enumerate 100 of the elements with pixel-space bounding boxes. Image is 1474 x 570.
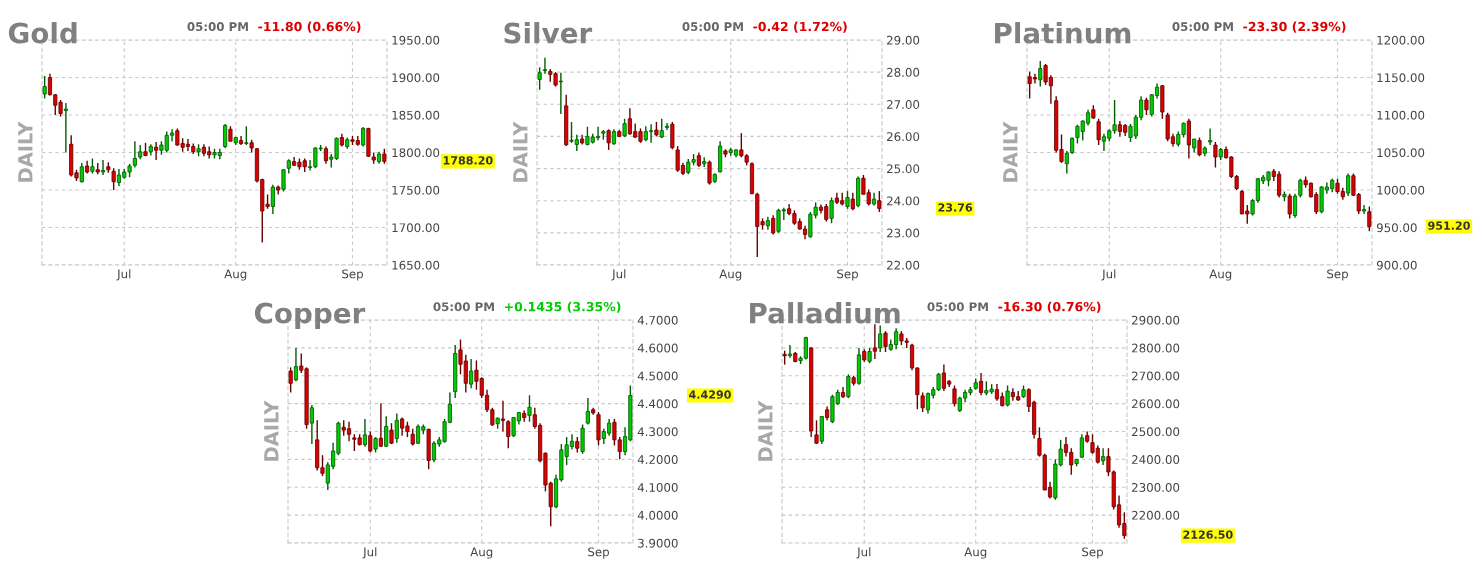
- y-tick-label: 26.00: [887, 132, 920, 142]
- y-tick-label: 1000.00: [1377, 185, 1425, 195]
- candlestick: [378, 402, 383, 448]
- candlestick: [670, 121, 675, 150]
- text: 2126.50: [1183, 530, 1233, 539]
- y-tick-label: 4.7000: [637, 315, 678, 325]
- candlestick: [1367, 205, 1372, 232]
- x-tick-label: Jul: [611, 269, 626, 281]
- y-tick-label: 1800.00: [392, 148, 440, 158]
- y-tick-label: 2300.00: [1132, 482, 1180, 492]
- candlestick: [1096, 118, 1101, 146]
- y-tick-label: 1650.00: [392, 260, 440, 270]
- chart-title: Palladium: [750, 302, 900, 324]
- candlestick: [79, 162, 84, 184]
- y-axis-title: DAILY: [264, 400, 279, 461]
- candlestick: [500, 400, 506, 433]
- y-axis-title: DAILY: [513, 121, 528, 182]
- x-tick-label: Sep: [1082, 547, 1103, 559]
- y-tick-label: 4.4000: [637, 399, 678, 409]
- text: -0.42 (1.72%): [753, 21, 847, 33]
- y-tick-label: 900.00: [1376, 260, 1417, 270]
- y-tick-label: 4.2000: [637, 455, 678, 465]
- y-tick-label: 2600.00: [1132, 399, 1180, 409]
- candlestick: [829, 196, 834, 224]
- x-tick-label: Sep: [342, 269, 363, 281]
- text: 05:00 PM: [187, 22, 248, 32]
- candlestick: [362, 418, 368, 448]
- candlestick: [309, 404, 314, 445]
- y-tick-label: 23.00: [887, 228, 920, 238]
- candlestick: [223, 123, 228, 149]
- candlestick: [1186, 118, 1191, 160]
- y-tick-label: 2900.00: [1132, 315, 1180, 325]
- candlestick: [1208, 127, 1213, 146]
- y-tick-label: 27.00: [887, 100, 920, 109]
- x-tick-label: Sep: [588, 547, 609, 559]
- y-tick-label: 3.9000: [638, 538, 678, 548]
- chart-title: Platinum: [995, 22, 1131, 44]
- y-tick-label: 1950.00: [392, 35, 440, 45]
- candlestick: [606, 128, 611, 151]
- y-tick-label: 2800.00: [1132, 343, 1180, 353]
- text: -16.30 (0.76%): [998, 301, 1101, 313]
- candlestick: [978, 372, 984, 396]
- y-tick-label: 4.6000: [637, 343, 678, 353]
- y-tick-label: 1900.00: [392, 73, 440, 83]
- candlestick: [527, 394, 532, 423]
- y-tick-label: 1700.00: [392, 223, 440, 233]
- candlestick: [1038, 60, 1043, 88]
- text: 05:00 PM: [1172, 22, 1233, 32]
- y-tick-label: 1150.00: [1377, 73, 1425, 83]
- x-tick-label: Aug: [719, 269, 742, 281]
- chart-title: Silver: [504, 22, 593, 44]
- y-tick-label: 4.3000: [637, 427, 678, 437]
- candlestick: [100, 159, 106, 176]
- text: 1788.20: [443, 156, 493, 165]
- text: 951.20: [1428, 221, 1470, 230]
- y-tick-label: 28.00: [887, 67, 920, 77]
- y-tick-label: 22.00: [887, 260, 920, 270]
- y-tick-label: 4.1000: [637, 482, 678, 492]
- candlestick: [883, 330, 888, 353]
- x-tick-label: Jul: [856, 547, 871, 559]
- y-tick-label: 1100.00: [1377, 110, 1425, 120]
- x-tick-label: Sep: [1327, 269, 1348, 281]
- y-tick-label: 4.5000: [637, 371, 678, 381]
- x-tick-label: Jul: [1101, 269, 1116, 281]
- candlestick: [580, 423, 585, 455]
- y-tick-label: 1750.00: [392, 185, 440, 195]
- x-tick-label: Aug: [964, 547, 987, 559]
- candlestick: [506, 419, 511, 449]
- candlestick: [111, 167, 116, 191]
- candlestick: [293, 347, 299, 383]
- candlestick: [585, 397, 590, 426]
- y-tick-label: 2700.00: [1132, 371, 1180, 381]
- candlestick: [920, 391, 925, 413]
- candlestick: [281, 168, 286, 193]
- candlestick: [787, 344, 793, 359]
- y-tick-label: 1050.00: [1377, 148, 1425, 158]
- y-axis-title: DAILY: [18, 121, 33, 182]
- text: -11.80 (0.66%): [258, 21, 361, 33]
- candlestick: [877, 190, 882, 213]
- text: 23.76: [938, 203, 973, 212]
- y-tick-label: 2400.00: [1132, 455, 1180, 465]
- candlestick: [702, 156, 707, 168]
- candlestick: [469, 358, 474, 389]
- candlestick: [63, 102, 68, 154]
- candlestick: [1064, 150, 1069, 175]
- text: +0.1435 (3.35%): [504, 301, 621, 313]
- x-tick-label: Jul: [362, 547, 377, 559]
- candlestick: [1079, 433, 1084, 459]
- candlestick: [384, 415, 389, 448]
- x-tick-label: Aug: [224, 269, 247, 281]
- candlestick: [952, 384, 957, 408]
- chart-title: Copper: [254, 302, 366, 329]
- text: 05:00 PM: [433, 302, 494, 312]
- x-tick-label: Sep: [837, 269, 858, 281]
- candlestick: [846, 373, 851, 399]
- candlestick: [288, 366, 293, 394]
- text: 05:00 PM: [927, 302, 988, 312]
- candlestick: [154, 141, 159, 161]
- candlestick: [872, 323, 877, 360]
- candlestick: [1346, 172, 1351, 197]
